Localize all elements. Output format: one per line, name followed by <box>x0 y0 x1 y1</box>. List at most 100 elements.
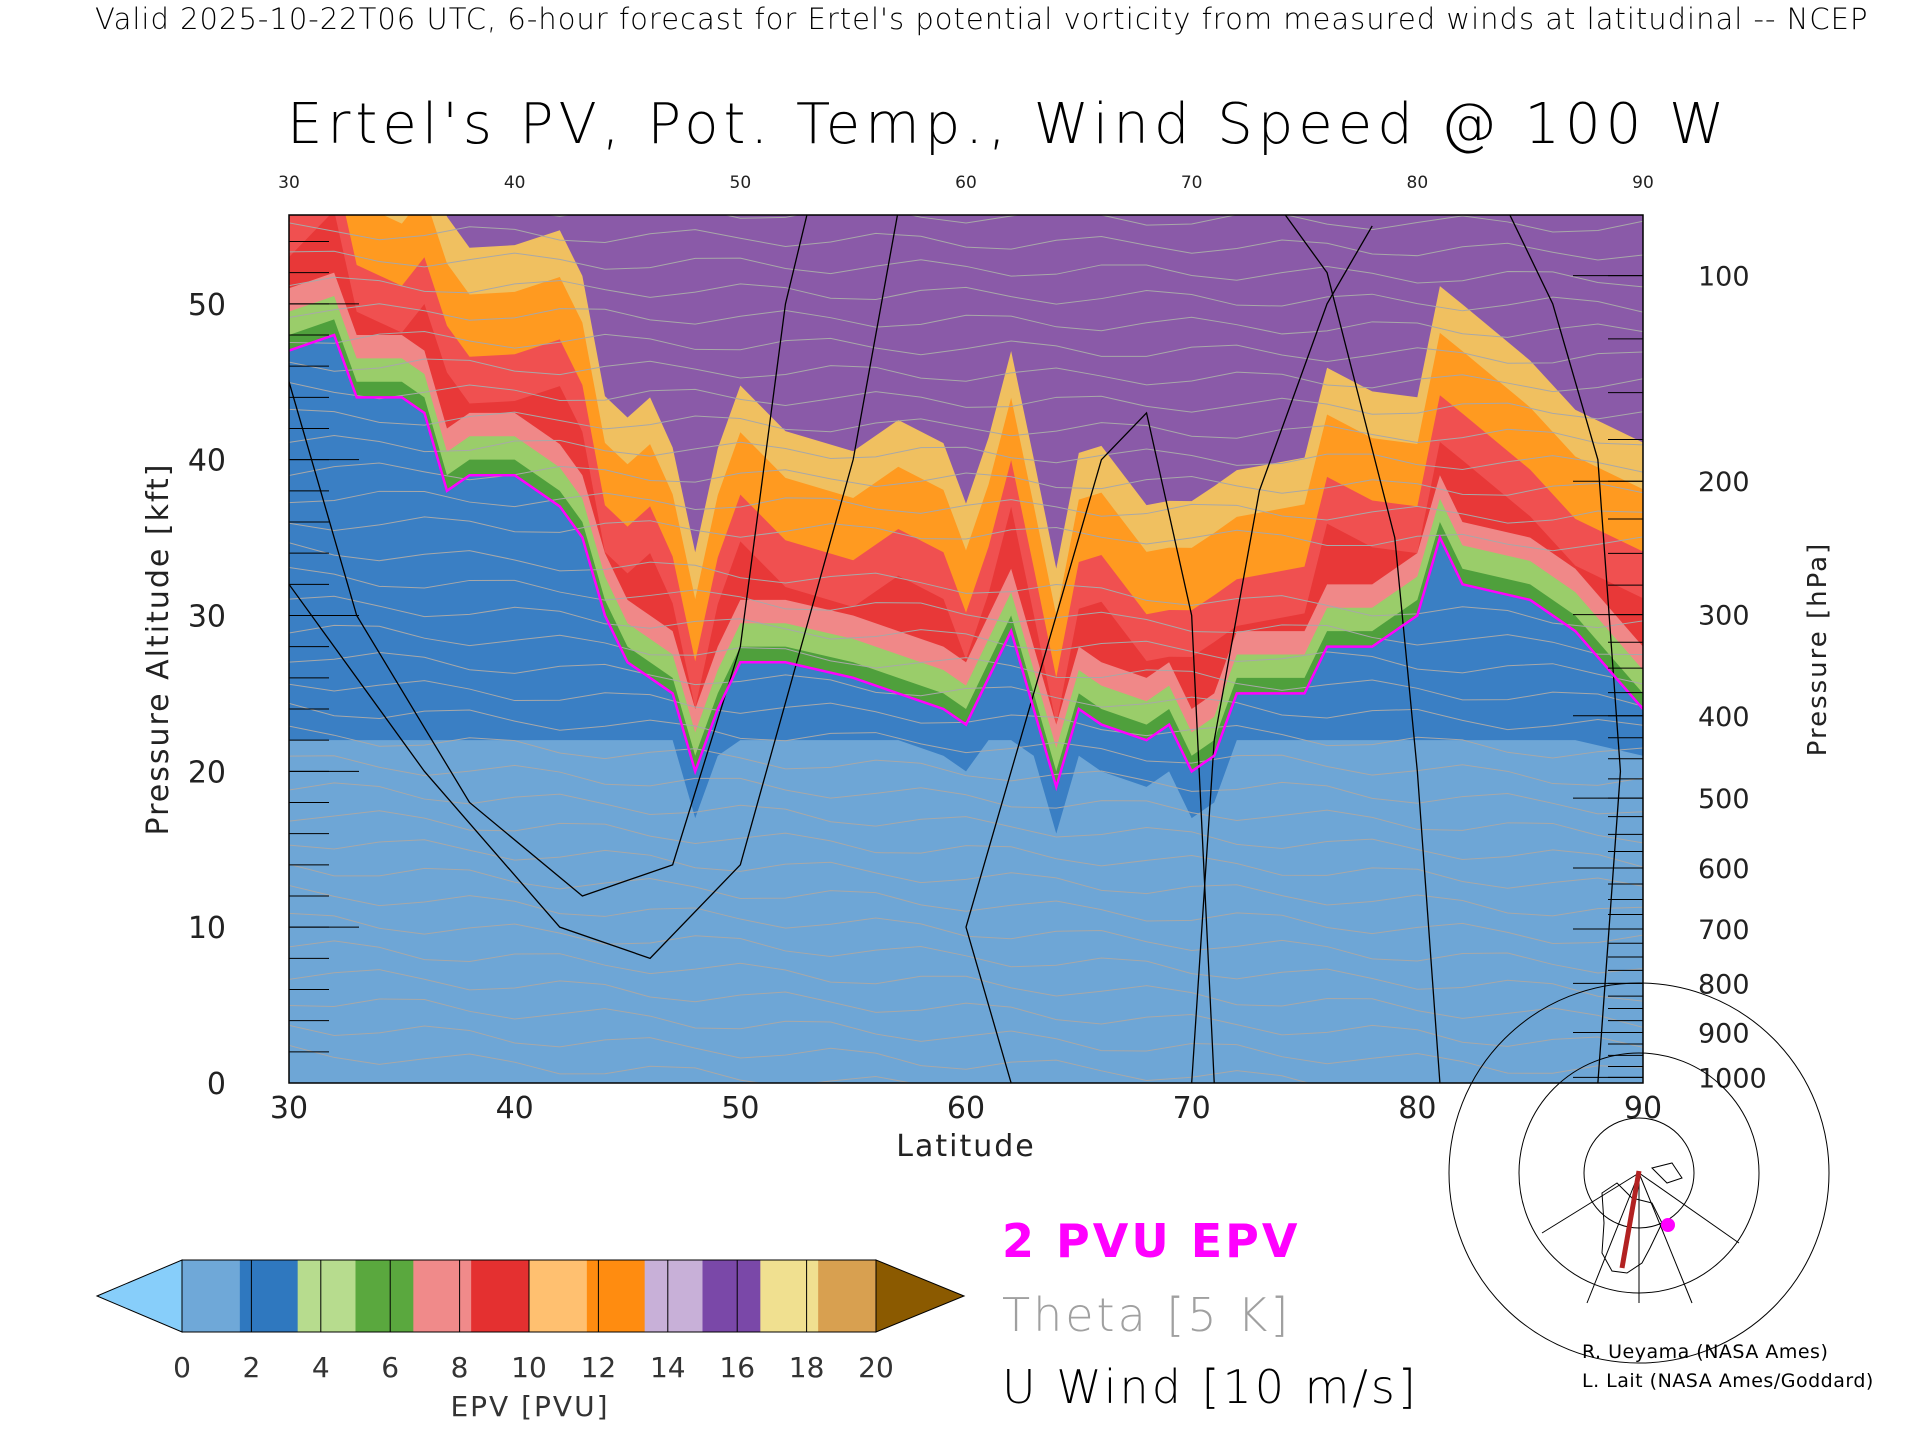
legend-2pvu: 2 PVU EPV <box>1002 1214 1301 1268</box>
pressure-tick-label: 800 <box>1698 969 1750 1000</box>
y-tick-label: 10 <box>188 911 226 946</box>
theta-contour <box>289 222 1643 261</box>
pressure-tick-label: 900 <box>1698 1018 1750 1049</box>
x-tick-label-top: 80 <box>1407 173 1429 193</box>
colorbar-tick-label: 18 <box>789 1351 825 1384</box>
theta-contour <box>289 810 1643 889</box>
pressure-tick-label: 300 <box>1698 601 1750 632</box>
y-tick-label: 20 <box>188 755 226 790</box>
theta-contour <box>289 358 1643 393</box>
location-map-inset <box>1448 982 1830 1364</box>
y-axis-label-right: Pressure [hPa] <box>1803 542 1833 757</box>
colorbar-under-triangle <box>95 1259 183 1333</box>
theta-contour <box>289 863 1643 945</box>
colorbar-tick-label: 8 <box>451 1351 469 1384</box>
theta-contour <box>289 566 1643 656</box>
theta-contour <box>289 969 1643 1048</box>
theta-contour <box>289 250 1643 288</box>
colorbar-tick-label: 6 <box>381 1351 399 1384</box>
colorbar-swatch <box>702 1260 761 1332</box>
colorbar-label: EPV [PVU] <box>450 1390 609 1423</box>
pressure-tick-label: 200 <box>1698 467 1750 498</box>
x-tick-label: 60 <box>947 1091 985 1126</box>
x-tick-label-top: 50 <box>730 173 752 193</box>
x-tick-label-top: 60 <box>955 173 977 193</box>
colorbar-swatch <box>529 1260 588 1332</box>
colorbar-swatch <box>239 1260 299 1332</box>
theta-contour <box>289 490 1643 524</box>
theta-contour <box>289 1044 914 1083</box>
x-axis-label: Latitude <box>896 1129 1035 1164</box>
colorbar-swatch <box>182 1260 241 1332</box>
y-axis-label-left: Pressure Altitude [kft] <box>141 463 176 836</box>
theta-contour <box>289 725 1643 815</box>
location-marker <box>1661 1218 1675 1232</box>
colorbar-tick-label: 0 <box>173 1351 191 1384</box>
chart-title: Ertel's PV, Pot. Temp., Wind Speed @ 100… <box>287 92 1730 157</box>
wind-contour <box>1284 215 1441 1083</box>
pressure-tick-label: 100 <box>1698 262 1750 293</box>
x-tick-label: 30 <box>270 1091 308 1126</box>
theta-contour <box>289 408 1643 446</box>
theta-contour <box>289 651 1643 731</box>
colorbar-swatch <box>297 1260 356 1332</box>
legend-theta: Theta [5 K] <box>1002 1288 1292 1342</box>
colorbar: 0 2 4 6 8 10 12 14 16 18 20 <box>95 1259 966 1384</box>
colorbar-swatch <box>818 1260 877 1332</box>
y-tick-label: 30 <box>188 599 226 634</box>
wind-contours <box>289 215 1622 1083</box>
x-tick-label-top: 30 <box>278 173 300 193</box>
theta-contour <box>289 595 1643 685</box>
colorbar-tick-label: 10 <box>511 1351 547 1384</box>
theta-contour <box>289 382 1643 420</box>
colorbar-tick-label: 12 <box>581 1351 617 1384</box>
colorbar-swatch <box>471 1260 530 1332</box>
legend-u-wind: U Wind [10 m/s] <box>1002 1360 1419 1414</box>
theta-contour <box>289 912 1643 1002</box>
wind-contour <box>965 411 1215 1083</box>
pressure-tick-label: 400 <box>1698 702 1750 733</box>
colorbar-swatch <box>760 1260 819 1332</box>
header-text: Valid 2025-10-22T06 UTC, 6-hour forecast… <box>95 2 1869 36</box>
colorbar-over-triangle <box>875 1259 966 1333</box>
theta-contour <box>289 331 1643 364</box>
colorbar-tick-label: 16 <box>719 1351 755 1384</box>
colorbar-tick-label: 2 <box>242 1351 260 1384</box>
wind-contour <box>289 215 899 960</box>
theta-contour <box>546 215 1643 233</box>
theta-contour <box>289 435 1643 473</box>
theta-contour <box>289 884 1643 974</box>
plot-frame <box>288 214 1644 1084</box>
credit-2: L. Lait (NASA Ames/Goddard) <box>1582 1370 1874 1392</box>
colorbar-frame <box>181 1259 877 1333</box>
colorbar-swatch <box>413 1260 472 1332</box>
theta-contour <box>289 782 1643 868</box>
theta-contour <box>289 1024 1466 1083</box>
credit-1: R. Ueyama (NASA Ames) <box>1582 1341 1829 1363</box>
colorbar-tick-label: 14 <box>650 1351 686 1384</box>
wind-contour <box>289 215 808 897</box>
colorbar-tick-label: 20 <box>858 1351 894 1384</box>
x-tick-label: 40 <box>496 1091 534 1126</box>
x-tick-label-top: 40 <box>504 173 526 193</box>
cross-section-line <box>1619 1170 1642 1269</box>
x-tick-label: 70 <box>1173 1091 1211 1126</box>
x-tick-label-top: 90 <box>1632 173 1654 193</box>
pressure-tick-label: 600 <box>1698 854 1750 885</box>
pressure-tick-label: 500 <box>1698 784 1750 815</box>
x-tick-label-top: 70 <box>1181 173 1203 193</box>
theta-contour <box>289 755 1643 844</box>
y-tick-label: 0 <box>207 1067 226 1102</box>
theta-contour <box>289 516 1643 552</box>
y-tick-label: 40 <box>188 444 226 479</box>
theta-contour <box>289 276 1643 313</box>
wind-contour <box>1191 225 1373 1083</box>
pressure-tick-label: 700 <box>1698 915 1750 946</box>
theta-contour <box>289 839 1643 917</box>
colorbar-swatch <box>355 1260 414 1332</box>
colorbar-tick-label: 4 <box>312 1351 330 1384</box>
theta-contour <box>289 624 1643 707</box>
theta-contours <box>289 215 1643 1083</box>
theta-contour <box>289 303 1643 338</box>
